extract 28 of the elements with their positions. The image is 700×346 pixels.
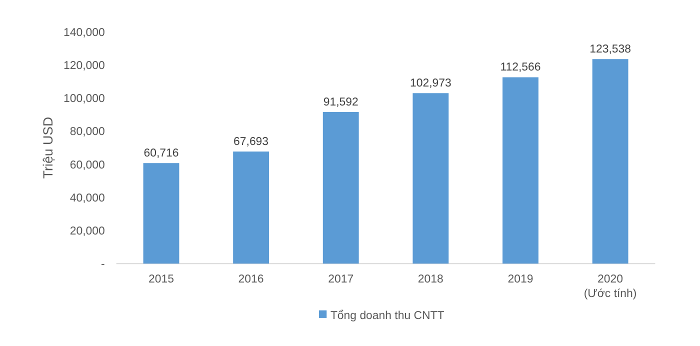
data-label: 102,973: [410, 77, 452, 90]
y-axis-title: Triệu USD: [40, 116, 56, 179]
x-tick-label: 2019: [508, 274, 534, 286]
legend-label: Tổng doanh thu CNTT: [330, 309, 444, 322]
y-tick-label: 20,000: [70, 226, 105, 238]
bar: [143, 163, 180, 264]
data-label: 112,566: [500, 62, 541, 74]
x-tick-label: 2016: [238, 274, 264, 286]
y-tick-label: 80,000: [70, 126, 105, 138]
y-tick-label: 120,000: [64, 60, 105, 72]
bar: [412, 93, 449, 264]
y-tick-label: 140,000: [64, 26, 105, 39]
y-tick-label: 100,000: [64, 93, 105, 106]
data-label: 67,693: [234, 136, 269, 148]
bar: [502, 77, 538, 264]
bar: [592, 59, 628, 264]
data-label: 123,538: [590, 43, 631, 56]
x-tick-label: 2020 (Ước tính): [584, 274, 637, 300]
x-tick-label: 2015: [148, 274, 174, 286]
y-tick-label: -: [101, 258, 106, 271]
x-tick-label: 2018: [418, 274, 444, 286]
y-tick-label: 60,000: [70, 159, 105, 172]
bar: [322, 112, 359, 264]
y-tick-label: 40,000: [70, 192, 105, 204]
bar: [233, 152, 270, 264]
x-tick-label: 2017: [328, 274, 354, 286]
data-label: 91,592: [323, 96, 358, 108]
data-label: 60,716: [144, 147, 179, 160]
